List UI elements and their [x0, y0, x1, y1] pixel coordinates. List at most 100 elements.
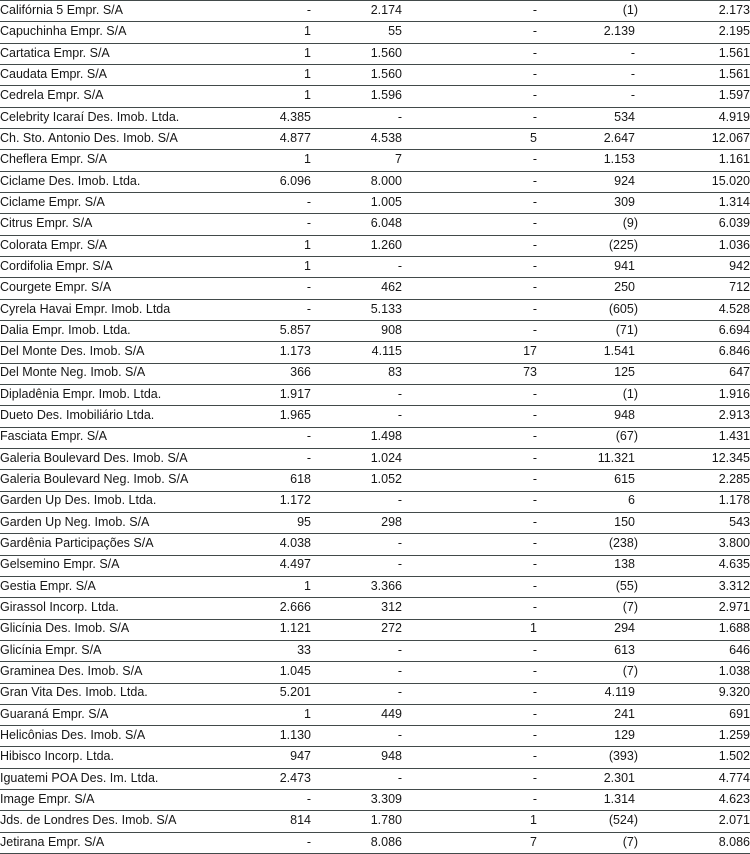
value-cell: 312	[311, 597, 402, 620]
value-cell: 1.597	[638, 85, 750, 108]
value-cell: -	[215, 448, 311, 471]
table-row: Gardênia Participações S/A 4.038- - (238) 3.…	[0, 533, 750, 556]
value-cell: 6.048	[311, 213, 402, 236]
table-row: Jetirana Empr. S/A -8.086 7 (7) 8.086	[0, 832, 750, 854]
value-cell: (238)	[537, 533, 638, 556]
value-cell: -	[402, 235, 537, 257]
value-cell: 9.320	[638, 683, 750, 705]
value-cell: -	[402, 43, 537, 65]
value-cell: -	[402, 533, 537, 556]
value-cell: -	[215, 427, 311, 449]
company-name-cell: Colorata Empr. S/A	[0, 235, 215, 257]
value-cell: 3.800	[638, 533, 750, 556]
value-cell: -	[402, 746, 537, 769]
value-cell: 543	[638, 512, 750, 535]
value-cell: -	[311, 384, 402, 407]
company-name-cell: Cheflera Empr. S/A	[0, 149, 215, 172]
company-name-cell: Gardênia Participações S/A	[0, 533, 215, 556]
company-name-cell: Galeria Boulevard Des. Imob. S/A	[0, 448, 215, 471]
value-cell: 1.688	[638, 619, 750, 641]
table-row: Del Monte Neg. Imob. S/A 366 83 73 125 647	[0, 363, 750, 385]
value-cell: 2.971	[638, 597, 750, 620]
value-cell: 1.916	[638, 384, 750, 407]
value-cell: 1.260	[311, 235, 402, 257]
company-name-cell: Jetirana Empr. S/A	[0, 832, 215, 854]
company-name-cell: Gran Vita Des. Imob. Ltda.	[0, 683, 215, 705]
value-cell: -	[402, 171, 537, 193]
value-cell: 4.528	[638, 299, 750, 321]
table-row: Ciclame Empr. S/A -1.005-309 1.314	[0, 192, 750, 215]
value-cell: -	[402, 256, 537, 279]
value-cell: (225)	[537, 235, 638, 257]
value-cell: 1.965	[215, 405, 311, 428]
value-cell: 4.919	[638, 107, 750, 129]
value-cell: 8.086	[311, 832, 402, 854]
table-row: Glicínia Des. Imob. S/A 1.121 272 1 294 1.688	[0, 619, 750, 641]
value-cell: 2.195	[638, 21, 750, 44]
value-cell: 1.314	[537, 789, 638, 812]
value-cell: -	[311, 555, 402, 577]
value-cell: -	[311, 683, 402, 705]
value-cell: -	[402, 512, 537, 535]
value-cell: 814	[215, 810, 311, 833]
value-cell: 7	[311, 149, 402, 172]
company-name-cell: Dipladênia Empr. Imob. Ltda.	[0, 384, 215, 407]
value-cell: -	[311, 661, 402, 684]
value-cell: 1.431	[638, 427, 750, 449]
company-name-cell: Jds. de Londres Des. Imob. S/A	[0, 810, 215, 833]
company-name-cell: Glicínia Empr. S/A	[0, 640, 215, 663]
table-row: Ciclame Des. Imob. Ltda. 6.096 8.000-924 15…	[0, 171, 750, 193]
value-cell: -	[311, 405, 402, 428]
company-name-cell: Cordifolia Empr. S/A	[0, 256, 215, 279]
value-cell: 2.913	[638, 405, 750, 428]
value-cell: -	[402, 64, 537, 87]
value-cell: 2.666	[215, 597, 311, 620]
table-row: Citrus Empr. S/A -6.048- (9) 6.039	[0, 213, 750, 236]
value-cell: 1.130	[215, 725, 311, 748]
value-cell: 5.201	[215, 683, 311, 705]
value-cell: -	[402, 277, 537, 300]
value-cell: 1.502	[638, 746, 750, 769]
value-cell: 8.086	[638, 832, 750, 854]
value-cell: 6.694	[638, 320, 750, 343]
company-name-cell: Garden Up Des. Imob. Ltda.	[0, 491, 215, 513]
value-cell: -	[402, 469, 537, 492]
value-cell: (524)	[537, 810, 638, 833]
table-row: Courgete Empr. S/A -462-250 712	[0, 277, 750, 300]
value-cell: 1.153	[537, 149, 638, 172]
value-cell: 1.498	[311, 427, 402, 449]
value-cell: 15.020	[638, 171, 750, 193]
value-cell: 4.497	[215, 555, 311, 577]
value-cell: 1.161	[638, 149, 750, 172]
value-cell: 272	[311, 619, 402, 641]
value-cell: 1	[215, 64, 311, 87]
company-name-cell: Del Monte Des. Imob. S/A	[0, 341, 215, 364]
value-cell: 1.178	[638, 491, 750, 513]
table-row: Galeria Boulevard Des. Imob. S/A -1.024-1…	[0, 448, 750, 471]
value-cell: 11.321	[537, 448, 638, 471]
table-row: Gestia Empr. S/A 1 3.366- (55) 3.312	[0, 576, 750, 599]
value-cell: 691	[638, 704, 750, 727]
value-cell: 150	[537, 512, 638, 535]
value-cell: 4.038	[215, 533, 311, 556]
table-row: Califórnia 5 Empr. S/A -2.174- (1) 2.173	[0, 0, 750, 23]
company-name-cell: Citrus Empr. S/A	[0, 213, 215, 236]
value-cell: 2.285	[638, 469, 750, 492]
value-cell: 2.301	[537, 768, 638, 791]
company-name-cell: Ciclame Des. Imob. Ltda.	[0, 171, 215, 193]
value-cell: -	[402, 213, 537, 236]
value-cell: -	[402, 299, 537, 321]
company-name-cell: Guaraná Empr. S/A	[0, 704, 215, 727]
value-cell: 924	[537, 171, 638, 193]
value-cell: 1.173	[215, 341, 311, 364]
value-cell: -	[402, 0, 537, 23]
table-row: Fasciata Empr. S/A -1.498- (67) 1.431	[0, 427, 750, 449]
value-cell: -	[402, 149, 537, 172]
value-cell: 1.005	[311, 192, 402, 215]
table-row: Glicínia Empr. S/A 33- -613 646	[0, 640, 750, 663]
value-cell: 1.024	[311, 448, 402, 471]
value-cell: 4.623	[638, 789, 750, 812]
value-cell: 4.538	[311, 128, 402, 151]
